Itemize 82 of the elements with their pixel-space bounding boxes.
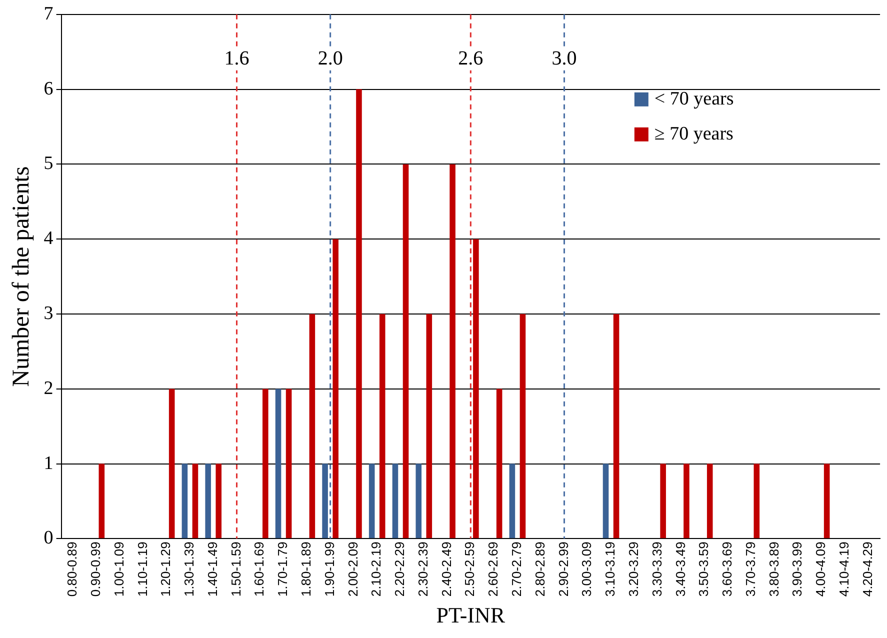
x-tick-label: 4.00-4.09 (813, 542, 828, 597)
bar (182, 464, 188, 538)
x-tick-label: 2.90-2.99 (556, 542, 571, 597)
x-tick-label: 3.90-3.99 (790, 542, 805, 597)
bar (613, 314, 620, 538)
y-tick-label: 6 (44, 78, 54, 100)
y-tick-label: 0 (44, 528, 54, 549)
x-tick-label: 1.40-1.49 (204, 542, 220, 597)
bar (309, 314, 316, 538)
bar (205, 464, 211, 538)
bar (450, 164, 456, 538)
bar (356, 89, 362, 538)
legend-label: < 70 years (654, 88, 734, 110)
legend-label: ≥ 70 years (654, 123, 734, 144)
bar (322, 464, 328, 538)
x-tick-label: 2.20-2.29 (392, 542, 408, 597)
bar (824, 464, 830, 538)
y-tick-label: 1 (44, 452, 54, 474)
x-tick-label: 4.10-4.19 (836, 542, 852, 597)
x-tick-label: 2.00-2.09 (345, 542, 360, 597)
x-tick-label: 1.80-1.89 (298, 542, 314, 597)
x-tick-label: 2.50-2.59 (462, 542, 478, 597)
x-tick-label: 1.20-1.29 (158, 542, 174, 597)
bar (602, 464, 609, 538)
x-tick-label: 4.20-4.29 (860, 542, 875, 597)
x-tick-label: 1.50-1.59 (228, 542, 244, 597)
y-tick-label: 5 (44, 153, 54, 174)
bar (368, 464, 375, 538)
x-tick-label: 3.70-3.79 (742, 542, 758, 597)
x-tick-label: 2.30-2.39 (415, 542, 430, 597)
x-tick-label: 3.00-3.09 (579, 542, 594, 597)
y-tick-label: 2 (44, 378, 54, 399)
bar (286, 388, 292, 538)
y-tick-label: 3 (44, 302, 54, 324)
x-tick-label: 1.90-1.99 (322, 542, 337, 597)
bar (332, 239, 338, 538)
bar (379, 314, 386, 538)
x-tick-label: 0.90-0.99 (88, 542, 103, 597)
bar (520, 314, 526, 538)
bar (192, 464, 198, 538)
x-tick-label: 3.40-3.49 (672, 542, 688, 597)
bar (706, 464, 713, 538)
x-tick-label: 2.80-2.89 (532, 542, 548, 597)
x-tick-label: 3.10-3.19 (602, 542, 618, 597)
ref-line-label: 3.0 (552, 48, 577, 70)
bar (216, 464, 222, 538)
bar (754, 464, 760, 538)
x-tick-label: 2.10-2.19 (368, 542, 384, 597)
bar (402, 164, 409, 538)
bar (426, 314, 432, 538)
x-tick-label: 2.60-2.69 (486, 542, 501, 597)
ref-line-label: 2.6 (458, 48, 484, 70)
x-tick-label: 3.50-3.59 (696, 542, 712, 597)
bar (660, 464, 666, 538)
x-tick-label: 1.10-1.19 (134, 542, 150, 597)
x-tick-label: 1.60-1.69 (252, 542, 267, 597)
x-tick-label: 0.80-0.89 (64, 542, 80, 597)
bar (416, 464, 422, 538)
bar (262, 388, 268, 538)
y-tick-label: 4 (44, 228, 54, 250)
x-tick-label: 1.70-1.79 (275, 542, 290, 597)
y-tick-label: 7 (44, 3, 54, 24)
x-tick-label: 1.30-1.39 (182, 542, 197, 597)
bar (275, 388, 282, 538)
bar (392, 464, 398, 538)
x-tick-label: 3.20-3.29 (626, 542, 641, 597)
bar (168, 388, 175, 538)
bar (473, 239, 479, 538)
x-axis-title: PT-INR (436, 602, 506, 628)
x-tick-label: 2.40-2.49 (438, 542, 454, 597)
x-tick-label: 3.30-3.39 (649, 542, 664, 597)
ref-line-label: 1.6 (224, 48, 250, 70)
x-tick-label: 2.70-2.79 (509, 542, 524, 597)
bar (98, 464, 105, 538)
bar (684, 464, 690, 538)
ref-line-label: 2.0 (318, 48, 343, 70)
x-tick-label: 3.60-3.69 (720, 542, 735, 597)
bar (496, 388, 502, 538)
x-tick-label: 3.80-3.89 (766, 542, 782, 597)
y-axis-title: Number of the patients (8, 166, 35, 387)
x-tick-label: 1.00-1.09 (111, 542, 126, 597)
bar (509, 464, 516, 538)
